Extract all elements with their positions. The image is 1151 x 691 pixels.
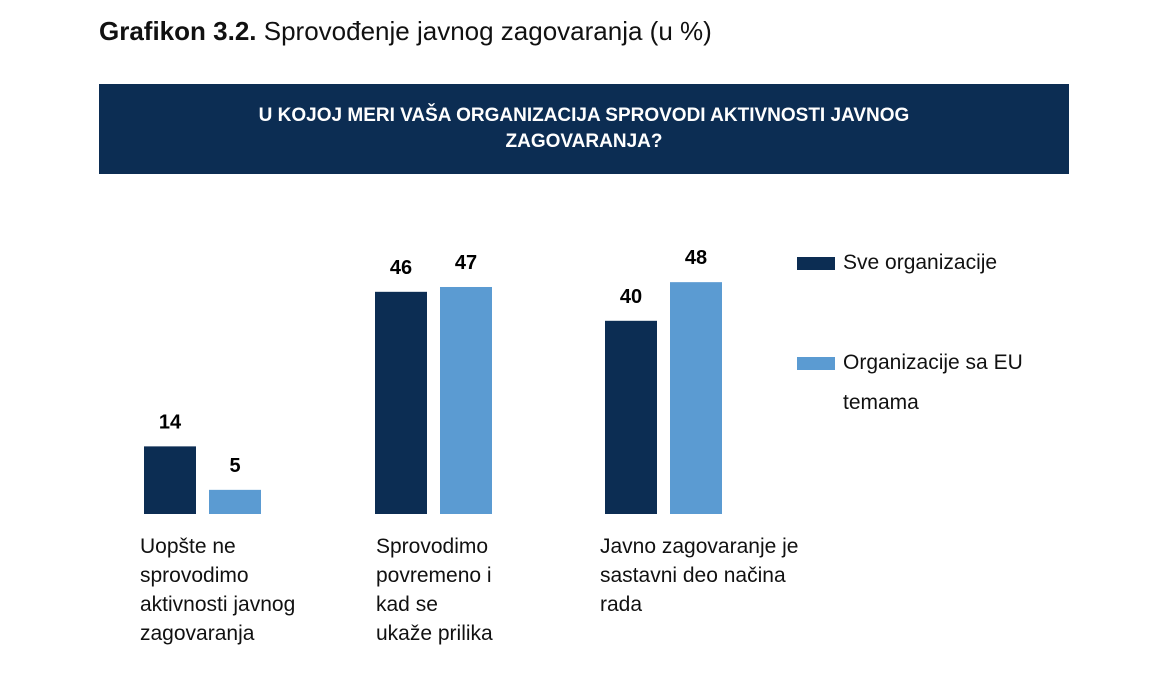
data-label-s0-c0: 14 — [159, 411, 182, 433]
legend-swatch-dark — [797, 257, 835, 270]
bar-s1-c0 — [209, 489, 261, 514]
chart-title: Grafikon 3.2. Sprovođenje javnog zagovar… — [99, 16, 712, 47]
legend-swatch-light — [797, 357, 835, 370]
legend-label: Organizacije sa EU temama — [843, 351, 1023, 414]
title-number: Grafikon 3.2. — [99, 16, 257, 46]
legend-item-0: Sve organizacije — [797, 243, 997, 283]
category-label-0: Uopšte ne sprovodimo aktivnosti javnog z… — [140, 535, 296, 645]
legend-label: Sve organizacije — [843, 251, 998, 274]
bar-s0-c1 — [375, 291, 427, 514]
bar-s0-c2 — [605, 320, 657, 514]
data-label-s0-c2: 40 — [620, 286, 642, 308]
data-label-s1-c1: 47 — [455, 252, 477, 274]
category-label-2: Javno zagovaranje je sastavni deo načina… — [600, 535, 799, 616]
title-text: Sprovođenje javnog zagovaranja (u %) — [263, 16, 712, 46]
bar-s1-c2 — [670, 282, 722, 514]
data-label-s0-c1: 46 — [390, 257, 412, 279]
legend-item-1: Organizacije sa EU temama — [797, 343, 1057, 423]
question-text: U KOJOJ MERI VAŠA ORGANIZACIJA SPROVODI … — [258, 105, 910, 152]
bar-s0-c0 — [144, 446, 196, 514]
data-label-s1-c0: 5 — [229, 455, 240, 477]
question-banner: U KOJOJ MERI VAŠA ORGANIZACIJA SPROVODI … — [99, 84, 1069, 174]
data-label-s1-c2: 48 — [685, 247, 707, 269]
category-label-1: Sprovodimo povremeno i kad se ukaže pril… — [376, 535, 493, 645]
bar-s1-c1 — [440, 286, 492, 514]
